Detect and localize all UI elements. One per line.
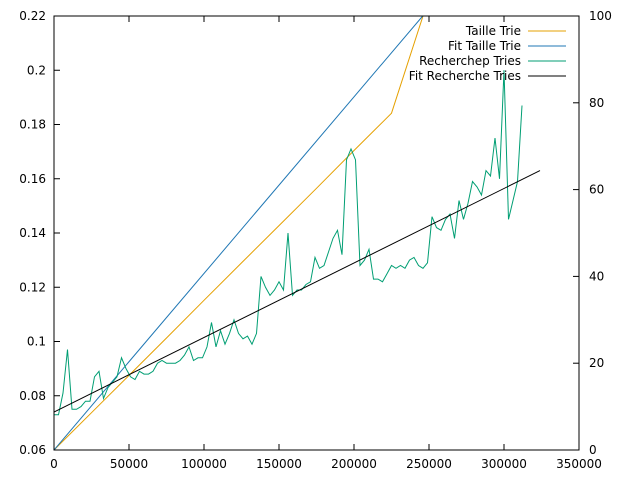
x-tick-label: 250000 [406, 457, 452, 471]
x-tick-label: 150000 [256, 457, 302, 471]
y2-tick-label: 80 [589, 96, 604, 110]
y2-tick-label: 40 [589, 269, 604, 283]
y-tick-label: 0.14 [19, 226, 46, 240]
x-tick-label: 350000 [556, 457, 602, 471]
y-tick-label: 0.16 [19, 172, 46, 186]
x-tick-label: 200000 [331, 457, 377, 471]
legend-label: Fit Recherche Tries [409, 69, 521, 83]
y-tick-label: 0.1 [27, 335, 46, 349]
legend-label: Fit Taille Trie [448, 39, 521, 53]
y2-tick-label: 60 [589, 183, 604, 197]
y-tick-label: 0.08 [19, 389, 46, 403]
series-line-4 [54, 170, 541, 413]
series-line-2 [54, 16, 424, 450]
y-tick-label: 0.18 [19, 118, 46, 132]
y-tick-label: 0.12 [19, 280, 46, 294]
y2-tick-label: 20 [589, 356, 604, 370]
series-line-3 [54, 70, 523, 416]
plot-lines [54, 16, 541, 450]
legend-label: Taille Trie [465, 24, 521, 38]
y2-tick-label: 0 [589, 443, 597, 457]
y-tick-label: 0.22 [19, 9, 46, 23]
series-line-1 [54, 16, 424, 450]
x-tick-label: 100000 [181, 457, 227, 471]
legend-label: Recherchep Tries [419, 54, 521, 68]
y-tick-label: 0.2 [27, 63, 46, 77]
y-tick-label: 0.06 [19, 443, 46, 457]
y2-tick-label: 100 [589, 9, 612, 23]
x-tick-label: 300000 [481, 457, 527, 471]
x-tick-label: 50000 [110, 457, 148, 471]
axis-ticks: 0 50000 100000 150000 200000 250000 300000 3500… [19, 9, 612, 471]
x-tick-label: 0 [50, 457, 58, 471]
